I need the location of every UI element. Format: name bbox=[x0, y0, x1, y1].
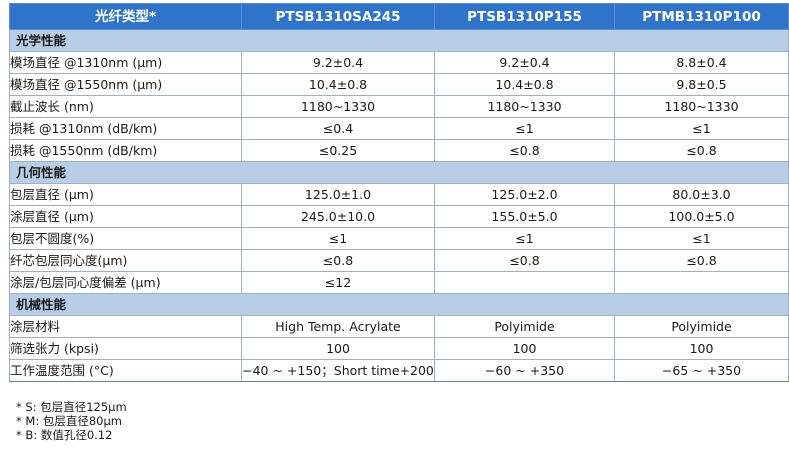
cell-value: −60 ~ +350 bbox=[434, 359, 615, 382]
header-col-3: PTMB1310P100 bbox=[614, 3, 789, 30]
cell-value: ≤0.25 bbox=[241, 139, 435, 162]
cell-value: ≤1 bbox=[434, 117, 615, 140]
section-title: 机械性能 bbox=[9, 293, 789, 316]
header-fiber-type: 光纤类型* bbox=[9, 3, 242, 30]
cell-value: ≤0.4 bbox=[241, 117, 435, 140]
cell-value: High Temp. Acrylate bbox=[241, 315, 435, 338]
cell-value: ≤1 bbox=[614, 227, 789, 250]
cell-value: 125.0±2.0 bbox=[434, 183, 615, 206]
row-label: 涂层直径 (μm) bbox=[9, 205, 242, 228]
cell-value: ≤12 bbox=[241, 271, 435, 294]
cell-value: ≤0.8 bbox=[434, 249, 615, 272]
cell-value: 100 bbox=[434, 337, 615, 360]
cell-value: ≤0.8 bbox=[434, 139, 615, 162]
footnote-b: * B: 数值孔径0.12 bbox=[16, 428, 113, 442]
table-row: 损耗 @1310nm (dB/km) ≤0.4 ≤1 ≤1 bbox=[9, 117, 789, 140]
row-label: 模场直径 @1550nm (μm) bbox=[9, 73, 242, 96]
row-label: 截止波长 (nm) bbox=[9, 95, 242, 118]
table-row: 涂层材料 High Temp. Acrylate Polyimide Polyi… bbox=[9, 315, 789, 338]
cell-value: ≤0.8 bbox=[614, 249, 789, 272]
table-row: 包层直径 (μm) 125.0±1.0 125.0±2.0 80.0±3.0 bbox=[9, 183, 789, 206]
row-label: 模场直径 @1310nm (μm) bbox=[9, 51, 242, 74]
table-row: 模场直径 @1550nm (μm) 10.4±0.8 10.4±0.8 9.8±… bbox=[9, 73, 789, 96]
cell-value: 1180~1330 bbox=[241, 95, 435, 118]
row-label: 涂层材料 bbox=[9, 315, 242, 338]
row-label: 筛选张力 (kpsi) bbox=[9, 337, 242, 360]
cell-value: 100.0±5.0 bbox=[614, 205, 789, 228]
cell-value: 9.8±0.5 bbox=[614, 73, 789, 96]
spec-table-container: 光纤类型* PTSB1310SA245 PTSB1310P155 PTMB131… bbox=[9, 3, 789, 382]
cell-value: 10.4±0.8 bbox=[434, 73, 615, 96]
cell-value: 100 bbox=[614, 337, 789, 360]
cell-value: 125.0±1.0 bbox=[241, 183, 435, 206]
row-label: 纤芯包层同心度(μm) bbox=[9, 249, 242, 272]
footnotes: * S: 包层直径125μm * M: 包层直径80μm * B: 数值孔径0.… bbox=[16, 400, 127, 442]
section-title: 光学性能 bbox=[9, 29, 789, 52]
row-label: 涂层/包层同心度偏差 (μm) bbox=[9, 271, 242, 294]
cell-value: 80.0±3.0 bbox=[614, 183, 789, 206]
cell-value: 9.2±0.4 bbox=[241, 51, 435, 74]
cell-value: 100 bbox=[241, 337, 435, 360]
cell-value: 1180~1330 bbox=[434, 95, 615, 118]
table-row: 工作温度范围 (°C) −40 ~ +150；Short time+200 −6… bbox=[9, 359, 789, 382]
header-row: 光纤类型* PTSB1310SA245 PTSB1310P155 PTMB131… bbox=[9, 3, 789, 30]
header-col-1: PTSB1310SA245 bbox=[241, 3, 435, 30]
cell-value: 1180~1330 bbox=[614, 95, 789, 118]
cell-value: ≤1 bbox=[614, 117, 789, 140]
footnote-s: * S: 包层直径125μm bbox=[16, 400, 127, 414]
table-row: 模场直径 @1310nm (μm) 9.2±0.4 9.2±0.4 8.8±0.… bbox=[9, 51, 789, 74]
cell-value: 10.4±0.8 bbox=[241, 73, 435, 96]
cell-value: 245.0±10.0 bbox=[241, 205, 435, 228]
cell-value bbox=[614, 271, 789, 294]
footnote-m: * M: 包层直径80μm bbox=[16, 414, 123, 428]
cell-value: 8.8±0.4 bbox=[614, 51, 789, 74]
section-row-optical: 光学性能 bbox=[9, 29, 789, 52]
cell-value: ≤0.8 bbox=[614, 139, 789, 162]
table-row: 涂层/包层同心度偏差 (μm) ≤12 bbox=[9, 271, 789, 294]
section-row-mechanical: 机械性能 bbox=[9, 293, 789, 316]
cell-value: ≤1 bbox=[434, 227, 615, 250]
table-row: 损耗 @1550nm (dB/km) ≤0.25 ≤0.8 ≤0.8 bbox=[9, 139, 789, 162]
table-row: 筛选张力 (kpsi) 100 100 100 bbox=[9, 337, 789, 360]
row-label: 损耗 @1550nm (dB/km) bbox=[9, 139, 242, 162]
section-row-geometric: 几何性能 bbox=[9, 161, 789, 184]
table-row: 包层不圆度(%) ≤1 ≤1 ≤1 bbox=[9, 227, 789, 250]
cell-value: ≤1 bbox=[241, 227, 435, 250]
cell-value bbox=[434, 271, 615, 294]
header-col-2: PTSB1310P155 bbox=[434, 3, 615, 30]
cell-value: 155.0±5.0 bbox=[434, 205, 615, 228]
table-row: 截止波长 (nm) 1180~1330 1180~1330 1180~1330 bbox=[9, 95, 789, 118]
cell-value: Polyimide bbox=[614, 315, 789, 338]
table-row: 纤芯包层同心度(μm) ≤0.8 ≤0.8 ≤0.8 bbox=[9, 249, 789, 272]
table-row: 涂层直径 (μm) 245.0±10.0 155.0±5.0 100.0±5.0 bbox=[9, 205, 789, 228]
section-title: 几何性能 bbox=[9, 161, 789, 184]
row-label: 损耗 @1310nm (dB/km) bbox=[9, 117, 242, 140]
cell-value: −65 ~ +350 bbox=[614, 359, 789, 382]
row-label: 工作温度范围 (°C) bbox=[9, 359, 242, 382]
row-label: 包层不圆度(%) bbox=[9, 227, 242, 250]
cell-value: 9.2±0.4 bbox=[434, 51, 615, 74]
cell-value: −40 ~ +150；Short time+200 bbox=[241, 359, 435, 382]
fiber-spec-table: 光纤类型* PTSB1310SA245 PTSB1310P155 PTMB131… bbox=[9, 3, 789, 382]
row-label: 包层直径 (μm) bbox=[9, 183, 242, 206]
cell-value: Polyimide bbox=[434, 315, 615, 338]
cell-value: ≤0.8 bbox=[241, 249, 435, 272]
